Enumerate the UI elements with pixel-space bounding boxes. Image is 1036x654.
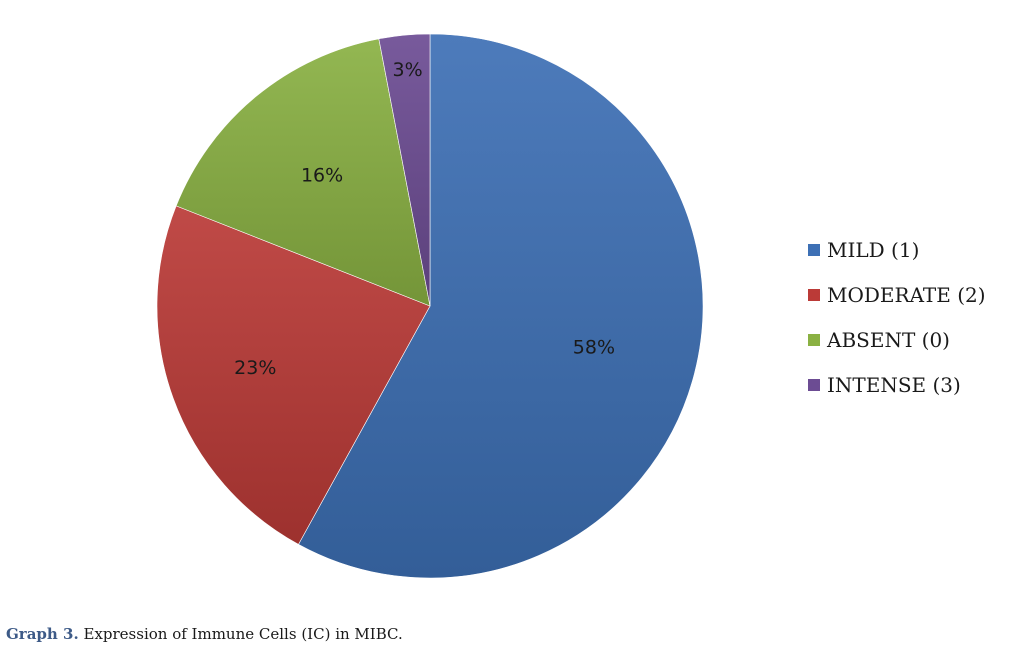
pie-slice-absent-0 xyxy=(175,38,431,307)
legend-item-intense-3: INTENSE (3) xyxy=(808,362,1028,407)
legend-swatch xyxy=(808,288,820,301)
legend-label: MODERATE (2) xyxy=(827,282,986,307)
caption-prefix: Graph 3. xyxy=(6,625,79,643)
legend-label: MILD (1) xyxy=(827,237,920,262)
pie-slice-moderate-2 xyxy=(156,205,431,545)
pie-slice-intense-3 xyxy=(378,33,431,307)
legend-label: INTENSE (3) xyxy=(827,372,961,397)
data-label-mild-1: 58% xyxy=(573,336,615,358)
pie-data-labels: 58% 23% 16% 3% xyxy=(234,59,615,379)
data-label-absent-0: 16% xyxy=(301,165,343,187)
legend-swatch xyxy=(808,243,820,256)
legend: MILD (1) MODERATE (2) ABSENT (0) INTENSE (3… xyxy=(808,227,1028,407)
data-label-intense-3: 3% xyxy=(393,59,423,81)
legend-item-moderate-2: MODERATE (2) xyxy=(808,272,1028,317)
legend-item-mild-1: MILD (1) xyxy=(808,227,1028,272)
pie-chart: 58% 23% 16% 3% xyxy=(156,33,704,579)
pie-slice-mild-1 xyxy=(298,33,704,579)
legend-swatch xyxy=(808,378,820,391)
figure-caption: Graph 3. Expression of Immune Cells (IC)… xyxy=(6,625,403,643)
pie-slices xyxy=(156,33,704,579)
caption-text: Expression of Immune Cells (IC) in MIBC. xyxy=(83,625,403,643)
legend-swatch xyxy=(808,333,820,346)
data-label-moderate-2: 23% xyxy=(234,357,276,379)
legend-item-absent-0: ABSENT (0) xyxy=(808,317,1028,362)
legend-label: ABSENT (0) xyxy=(827,327,950,352)
